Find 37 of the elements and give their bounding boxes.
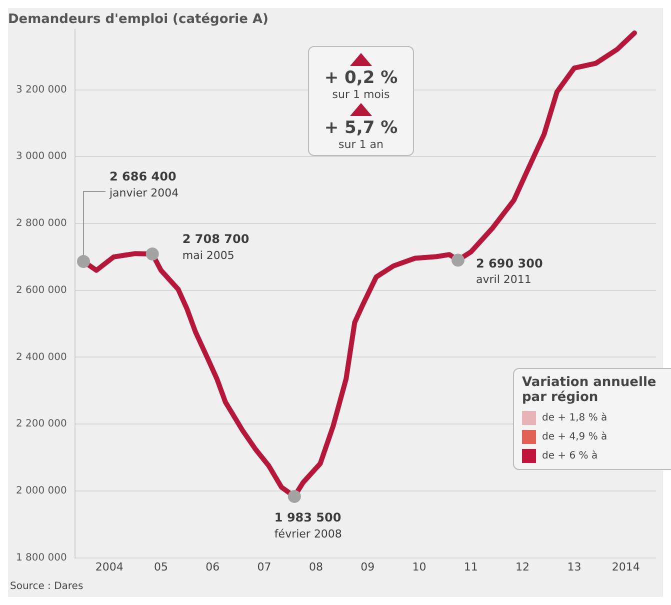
y-tick-label: 2 200 000	[16, 418, 67, 430]
y-tick-label: 3 000 000	[16, 151, 67, 162]
x-tick-label: 13	[567, 560, 582, 574]
point	[288, 490, 301, 503]
y-tick-label: 1 800 000	[16, 552, 67, 564]
annotation: Variation annuelle par région	[522, 375, 656, 405]
point	[146, 248, 159, 261]
annotation: sur 1 an	[338, 138, 384, 151]
x-tick-label: 2014	[612, 560, 640, 574]
source-note: Source : Dares	[10, 581, 84, 592]
y-tick-label: 3 200 000	[16, 84, 67, 96]
x-tick-label: 05	[154, 560, 168, 574]
annotation: + 0,2 %	[324, 68, 398, 88]
x-tick-label: 10	[412, 560, 426, 574]
y-tick-label: 2 400 000	[16, 352, 67, 363]
annotation: 2 686 400 janvier 2004	[108, 170, 179, 200]
x-tick-label: 12	[516, 560, 530, 574]
annotation: de + 6 % à	[542, 450, 598, 462]
x-tick-label: 07	[257, 560, 272, 574]
annotation: 2 690 300 avril 2011	[476, 256, 543, 286]
y-tick-label: 2 000 000	[16, 486, 67, 497]
point	[451, 254, 464, 267]
x-tick-label: 06	[206, 560, 220, 574]
point	[77, 254, 90, 268]
x-tick-label: 2004	[95, 560, 124, 574]
chart-title: Demandeurs d'emploi (catégorie A)	[8, 12, 268, 28]
annotation: de + 1,8 % à	[542, 412, 608, 424]
y-tick-label: 2 600 000	[16, 284, 67, 296]
annotation: 2 708 700 mai 2005	[182, 232, 250, 262]
annotation: de + 4,9 % à	[542, 432, 608, 443]
y-tick-label: 2 800 000	[16, 218, 67, 230]
annotation: sur 1 mois	[332, 88, 390, 101]
x-tick-label: 09	[360, 560, 375, 574]
annotation: + 5,7 %	[324, 118, 398, 138]
annotation: 1 983 500 février 2008	[274, 510, 342, 540]
x-tick-label: 08	[308, 560, 323, 574]
x-tick-label: 11	[464, 560, 478, 574]
